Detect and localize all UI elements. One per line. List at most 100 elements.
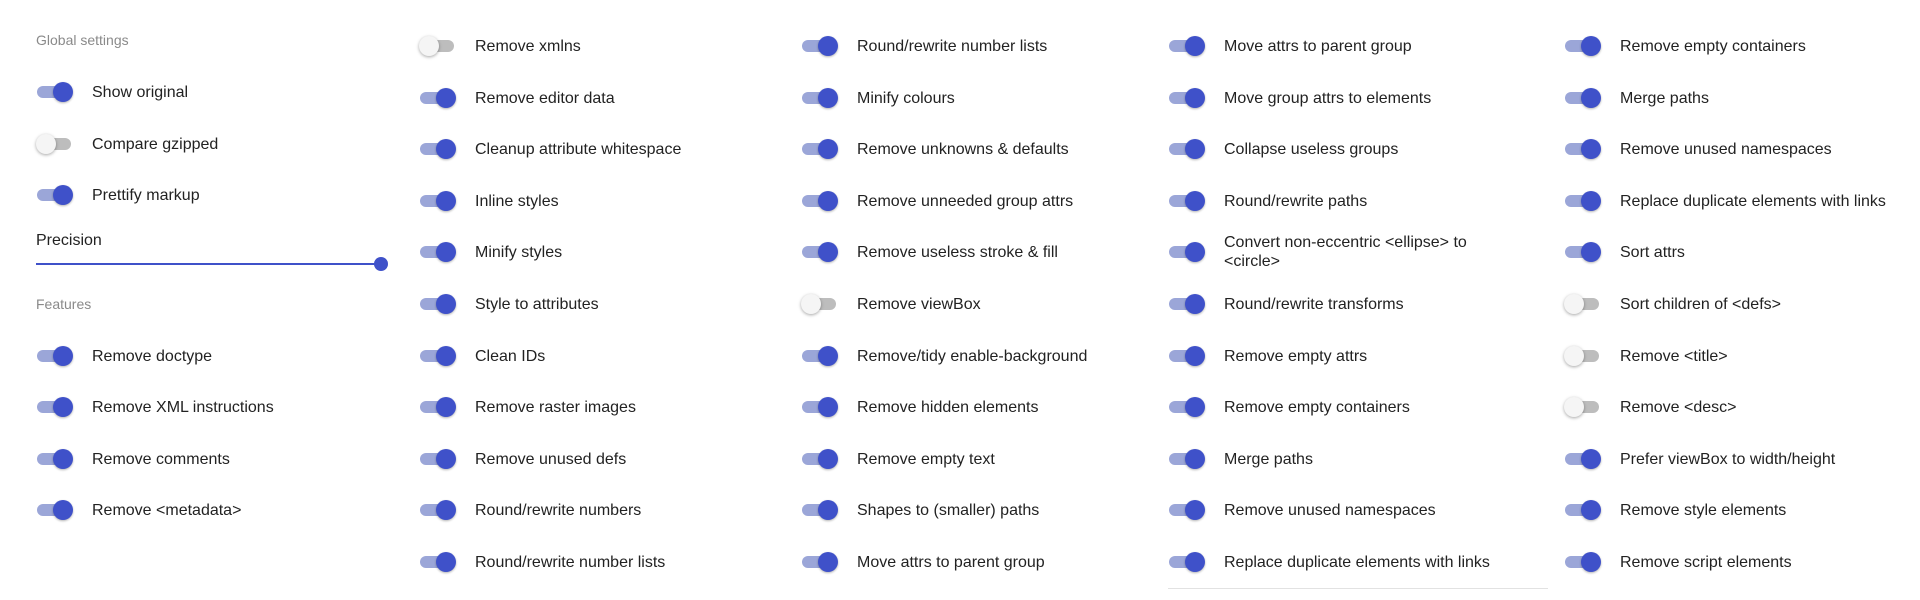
- remove-tidy-enable-background-toggle-row[interactable]: Remove/tidy enable-background: [801, 336, 1087, 376]
- show-original-toggle-row[interactable]: Show original: [36, 72, 188, 112]
- remove-comments-toggle-row[interactable]: Remove comments: [36, 439, 230, 479]
- merge-paths-toggle[interactable]: [1564, 87, 1602, 109]
- convert-non-eccentric-ellipse-to-circle-toggle[interactable]: [1168, 241, 1206, 263]
- round-rewrite-transforms-toggle[interactable]: [1168, 293, 1206, 315]
- prettify-markup-toggle-row[interactable]: Prettify markup: [36, 175, 200, 215]
- round-rewrite-number-lists-toggle[interactable]: [801, 35, 839, 57]
- remove-xml-instructions-toggle-row[interactable]: Remove XML instructions: [36, 387, 274, 427]
- remove-script-elements-toggle[interactable]: [1564, 551, 1602, 573]
- remove-doctype-toggle-row[interactable]: Remove doctype: [36, 336, 212, 376]
- remove-empty-containers-toggle-row[interactable]: Remove empty containers: [1168, 387, 1410, 427]
- remove-metadata-toggle[interactable]: [36, 499, 74, 521]
- remove-hidden-elements-toggle-row[interactable]: Remove hidden elements: [801, 387, 1038, 427]
- remove-unknowns-defaults-toggle[interactable]: [801, 138, 839, 160]
- remove-unused-namespaces-toggle[interactable]: [1168, 499, 1206, 521]
- prettify-markup-toggle[interactable]: [36, 184, 74, 206]
- round-rewrite-paths-toggle-row[interactable]: Round/rewrite paths: [1168, 181, 1367, 221]
- minify-styles-toggle-row[interactable]: Minify styles: [419, 232, 562, 272]
- round-rewrite-number-lists-toggle-row[interactable]: Round/rewrite number lists: [419, 542, 665, 582]
- remove-unneeded-group-attrs-toggle[interactable]: [801, 190, 839, 212]
- style-to-attributes-toggle[interactable]: [419, 293, 457, 315]
- move-group-attrs-to-elements-toggle[interactable]: [1168, 87, 1206, 109]
- move-attrs-to-parent-group-toggle[interactable]: [1168, 35, 1206, 57]
- sort-children-of-defs-toggle[interactable]: [1564, 293, 1602, 315]
- remove-tidy-enable-background-toggle[interactable]: [801, 345, 839, 367]
- round-rewrite-paths-toggle[interactable]: [1168, 190, 1206, 212]
- remove-unused-defs-toggle-row[interactable]: Remove unused defs: [419, 439, 626, 479]
- remove-style-elements-toggle-row[interactable]: Remove style elements: [1564, 490, 1786, 530]
- remove-metadata-toggle-row[interactable]: Remove <metadata>: [36, 490, 241, 530]
- move-attrs-to-parent-group-toggle-row[interactable]: Move attrs to parent group: [1168, 26, 1412, 66]
- remove-useless-stroke-fill-toggle[interactable]: [801, 241, 839, 263]
- remove-desc-toggle-row[interactable]: Remove <desc>: [1564, 387, 1737, 427]
- inline-styles-toggle[interactable]: [419, 190, 457, 212]
- inline-styles-toggle-row[interactable]: Inline styles: [419, 181, 559, 221]
- remove-doctype-toggle[interactable]: [36, 345, 74, 367]
- remove-script-elements-toggle-row[interactable]: Remove script elements: [1564, 542, 1792, 582]
- remove-empty-text-toggle-row[interactable]: Remove empty text: [801, 439, 995, 479]
- slider-thumb[interactable]: [374, 257, 388, 271]
- replace-duplicate-elements-with-links-toggle[interactable]: [1564, 190, 1602, 212]
- precision-slider[interactable]: [36, 254, 388, 274]
- remove-empty-containers-toggle[interactable]: [1564, 35, 1602, 57]
- round-rewrite-number-lists-toggle[interactable]: [419, 551, 457, 573]
- remove-unused-namespaces-toggle-row[interactable]: Remove unused namespaces: [1168, 490, 1436, 530]
- remove-hidden-elements-toggle[interactable]: [801, 396, 839, 418]
- remove-editor-data-toggle[interactable]: [419, 87, 457, 109]
- remove-empty-containers-toggle-row[interactable]: Remove empty containers: [1564, 26, 1806, 66]
- move-attrs-to-parent-group-toggle[interactable]: [801, 551, 839, 573]
- replace-duplicate-elements-with-links-toggle-row[interactable]: Replace duplicate elements with links: [1564, 181, 1886, 221]
- collapse-useless-groups-toggle-row[interactable]: Collapse useless groups: [1168, 129, 1398, 169]
- minify-styles-toggle[interactable]: [419, 241, 457, 263]
- compare-gzipped-toggle[interactable]: [36, 133, 74, 155]
- remove-raster-images-toggle-row[interactable]: Remove raster images: [419, 387, 636, 427]
- remove-viewbox-toggle[interactable]: [801, 293, 839, 315]
- remove-editor-data-toggle-row[interactable]: Remove editor data: [419, 78, 615, 118]
- remove-raster-images-toggle[interactable]: [419, 396, 457, 418]
- shapes-to-smaller-paths-toggle[interactable]: [801, 499, 839, 521]
- convert-non-eccentric-ellipse-to-circle-toggle-row[interactable]: Convert non-eccentric <ellipse> to <circ…: [1168, 232, 1474, 272]
- remove-xmlns-toggle[interactable]: [419, 35, 457, 57]
- round-rewrite-transforms-toggle-row[interactable]: Round/rewrite transforms: [1168, 284, 1404, 324]
- shapes-to-smaller-paths-toggle-row[interactable]: Shapes to (smaller) paths: [801, 490, 1039, 530]
- merge-paths-toggle[interactable]: [1168, 448, 1206, 470]
- collapse-useless-groups-toggle[interactable]: [1168, 138, 1206, 160]
- remove-style-elements-toggle[interactable]: [1564, 499, 1602, 521]
- cleanup-attribute-whitespace-toggle[interactable]: [419, 138, 457, 160]
- remove-empty-text-toggle[interactable]: [801, 448, 839, 470]
- sort-attrs-toggle[interactable]: [1564, 241, 1602, 263]
- remove-unneeded-group-attrs-toggle-row[interactable]: Remove unneeded group attrs: [801, 181, 1073, 221]
- compare-gzipped-toggle-row[interactable]: Compare gzipped: [36, 124, 218, 164]
- remove-unused-namespaces-toggle-row[interactable]: Remove unused namespaces: [1564, 129, 1832, 169]
- prefer-viewbox-to-width-height-toggle-row[interactable]: Prefer viewBox to width/height: [1564, 439, 1835, 479]
- clean-ids-toggle-row[interactable]: Clean IDs: [419, 336, 545, 376]
- remove-empty-attrs-toggle-row[interactable]: Remove empty attrs: [1168, 336, 1367, 376]
- remove-title-toggle-row[interactable]: Remove <title>: [1564, 336, 1728, 376]
- sort-children-of-defs-toggle-row[interactable]: Sort children of <defs>: [1564, 284, 1781, 324]
- remove-useless-stroke-fill-toggle-row[interactable]: Remove useless stroke & fill: [801, 232, 1058, 272]
- round-rewrite-number-lists-toggle-row[interactable]: Round/rewrite number lists: [801, 26, 1047, 66]
- remove-empty-containers-toggle[interactable]: [1168, 396, 1206, 418]
- sort-attrs-toggle-row[interactable]: Sort attrs: [1564, 232, 1685, 272]
- remove-empty-attrs-toggle[interactable]: [1168, 345, 1206, 367]
- cleanup-attribute-whitespace-toggle-row[interactable]: Cleanup attribute whitespace: [419, 129, 681, 169]
- remove-comments-toggle[interactable]: [36, 448, 74, 470]
- round-rewrite-numbers-toggle[interactable]: [419, 499, 457, 521]
- remove-unused-namespaces-toggle[interactable]: [1564, 138, 1602, 160]
- remove-unused-defs-toggle[interactable]: [419, 448, 457, 470]
- replace-duplicate-elements-with-links-toggle[interactable]: [1168, 551, 1206, 573]
- move-attrs-to-parent-group-toggle-row[interactable]: Move attrs to parent group: [801, 542, 1045, 582]
- remove-unknowns-defaults-toggle-row[interactable]: Remove unknowns & defaults: [801, 129, 1069, 169]
- clean-ids-toggle[interactable]: [419, 345, 457, 367]
- remove-xml-instructions-toggle[interactable]: [36, 396, 74, 418]
- show-original-toggle[interactable]: [36, 81, 74, 103]
- merge-paths-toggle-row[interactable]: Merge paths: [1168, 439, 1313, 479]
- style-to-attributes-toggle-row[interactable]: Style to attributes: [419, 284, 599, 324]
- minify-colours-toggle[interactable]: [801, 87, 839, 109]
- round-rewrite-numbers-toggle-row[interactable]: Round/rewrite numbers: [419, 490, 641, 530]
- prefer-viewbox-to-width-height-toggle[interactable]: [1564, 448, 1602, 470]
- merge-paths-toggle-row[interactable]: Merge paths: [1564, 78, 1709, 118]
- remove-viewbox-toggle-row[interactable]: Remove viewBox: [801, 284, 981, 324]
- minify-colours-toggle-row[interactable]: Minify colours: [801, 78, 955, 118]
- remove-title-toggle[interactable]: [1564, 345, 1602, 367]
